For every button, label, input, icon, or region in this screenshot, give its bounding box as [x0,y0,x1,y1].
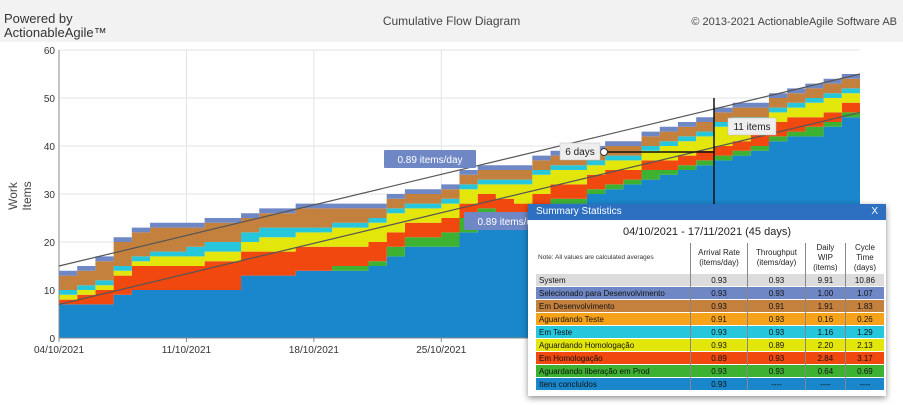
row-value: 0.93 [747,351,806,365]
summary-date-range: 04/10/2021 - 17/11/2021 (45 days) [623,226,791,238]
x-tick-label: 18/10/2021 [289,345,339,356]
row-value: 0.93 [689,286,748,300]
summary-row: Em Homologação 0.89 0.93 2.84 3.17 [536,351,884,365]
row-value: 1.83 [844,299,884,313]
chart-title: Cumulative Flow Diagram [382,14,521,28]
row-value: 0.93 [747,325,806,339]
wip-label: 11 items [733,122,770,133]
row-value: 0.93 [747,286,806,300]
row-value: 1.00 [804,286,846,300]
summary-note: Note: All values are calculated averages [538,254,654,261]
summary-row: Aguardando Teste 0.91 0.93 0.16 0.26 [536,312,884,326]
row-value: 0.93 [747,312,806,326]
summary-row: Selecionado para Desenvolvimento 0.93 0.93… [536,286,884,300]
row-value: 0.93 [689,325,748,339]
trendline-label: 0.89 items/day [397,155,462,166]
row-value: 0.93 [689,377,748,390]
y-tick-label: 50 [44,94,56,105]
trendline-label: 0.89 items/day [477,217,542,228]
summary-row: System 0.93 0.93 9.91 10.86 [536,273,884,287]
y-tick-label: 0 [49,334,55,345]
trendline-label-box [384,150,476,168]
row-value: 0.26 [844,312,884,326]
row-value: 1.16 [804,325,846,339]
row-value: ---- [844,377,884,390]
row-label: Em Homologação [536,351,691,365]
wip-box [727,117,777,136]
row-label: Em Desenvolvimento [536,299,691,313]
summary-row: Aguardando Homologação 0.93 0.89 2.20 2.13 [536,338,884,352]
summary-title: Summary Statistics [536,206,622,217]
close-button[interactable]: X [871,206,878,217]
row-value: 2.13 [844,338,884,352]
row-value: ---- [804,377,846,390]
area-em-desenvolvimento [59,74,860,290]
y-tick-label: 40 [44,142,56,153]
cycle-time-handle [600,148,608,156]
row-value: 0.93 [689,299,748,313]
row-label: Selecionado para Desenvolvimento [536,286,691,300]
row-label: Em Teste [536,325,691,339]
row-label: Aguardando Homologação [536,338,691,352]
row-value: 0.91 [747,299,806,313]
area-selecionado-para-desenvolvimento [59,69,860,276]
y-tick-label: 30 [44,190,56,201]
y-tick-label: 60 [44,46,56,57]
row-label: Aguardando liberação em Prod [536,364,691,378]
copyright-label: © 2013-2021 ActionableAgile Software AB [691,16,897,28]
row-label: System [536,273,691,287]
cycle-time-box [559,142,601,161]
row-value: 0.93 [747,273,806,287]
column-header: Cycle Time (days) [844,243,884,274]
row-label: Aguardando Teste [536,312,691,326]
row-value: 0.93 [747,364,806,378]
row-value: 1.29 [844,325,884,339]
row-value: 0.64 [804,364,846,378]
brand-label[interactable]: Powered by ActionableAgile™ [4,11,107,40]
row-value: 9.91 [804,273,846,287]
x-tick-label: 04/10/2021 [34,345,84,356]
y-tick-label: 10 [44,286,56,297]
row-value: ---- [747,377,806,390]
summary-row: Em Teste 0.93 0.93 1.16 1.29 [536,325,884,339]
row-value: 3.17 [844,351,884,365]
summary-table: Note: All values are calculated averages… [536,243,884,390]
row-value: 0.16 [804,312,846,326]
trendline [58,73,861,267]
top-bar [0,0,903,42]
summary-row: Aguardando liberação em Prod 0.93 0.93 0.64… [536,364,884,378]
row-label: Itens concluídos [536,377,691,390]
row-value: 10.86 [844,273,884,287]
column-header: Daily WIP (items) [804,243,846,274]
cycle-time-label: 6 days [565,147,594,158]
trendline [58,111,861,305]
x-tick-label: 25/10/2021 [416,345,466,356]
summary-statistics-panel[interactable]: Summary Statistics X 04/10/2021 - 17/11/… [528,204,886,396]
row-value: 0.89 [689,351,748,365]
row-value: 2.20 [804,338,846,352]
row-value: 0.93 [689,338,748,352]
summary-row: Itens concluídos 0.93 ---- ---- ---- [536,377,884,390]
column-header: Throughput (items/day) [747,243,806,274]
row-value: 0.91 [689,312,748,326]
summary-header[interactable]: Summary Statistics X [528,204,886,220]
row-value: 1.07 [844,286,884,300]
y-tick-label: 20 [44,238,56,249]
row-value: 1.91 [804,299,846,313]
row-value: 0.89 [747,338,806,352]
x-tick-label: 11/10/2021 [162,345,212,356]
row-value: 0.69 [844,364,884,378]
summary-row: Em Desenvolvimento 0.93 0.91 1.91 1.83 [536,299,884,313]
column-header: Arrival Rate (items/day) [689,243,748,274]
row-value: 0.93 [689,364,748,378]
row-value: 0.93 [689,273,748,287]
area-em-homologa-o [59,98,860,305]
row-value: 2.84 [804,351,846,365]
